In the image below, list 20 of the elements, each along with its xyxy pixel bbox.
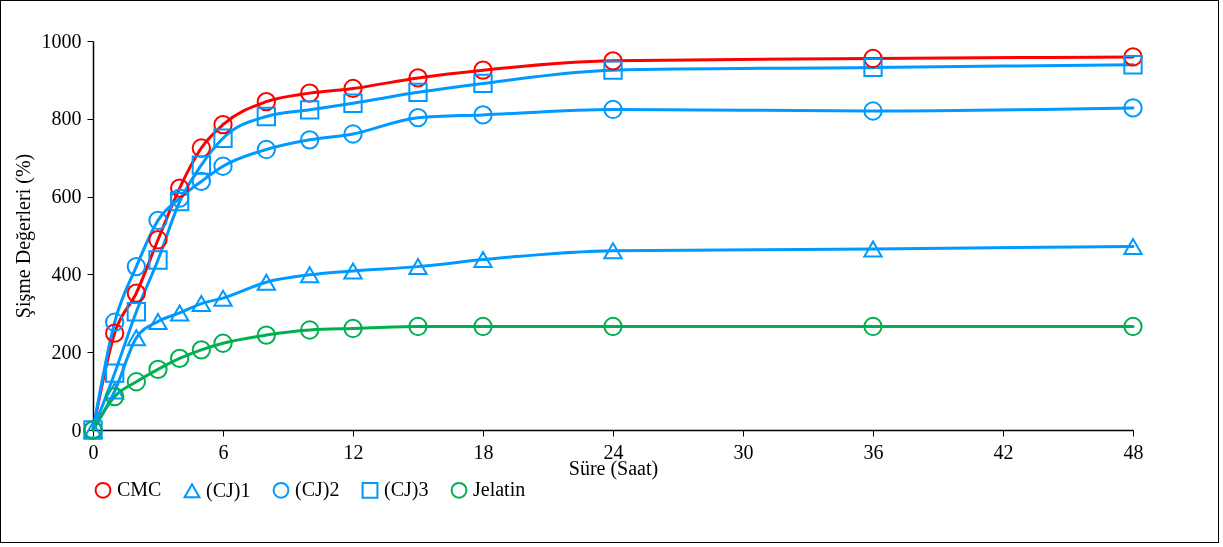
y-tick-label: 1000 bbox=[41, 29, 82, 52]
x-tick-label: 42 bbox=[993, 440, 1014, 463]
y-axis-title: Şişme Değerleri (%) bbox=[11, 153, 35, 319]
y-tick-label: 800 bbox=[51, 107, 82, 130]
legend-label: Jelatin bbox=[473, 478, 526, 501]
x-tick-label: 18 bbox=[473, 440, 494, 463]
legend-label: (CJ)3 bbox=[384, 478, 429, 502]
legend-label: (CJ)2 bbox=[295, 478, 340, 502]
legend-label: CMC bbox=[117, 478, 162, 501]
x-tick-label: 30 bbox=[733, 440, 754, 463]
x-tick-label: 36 bbox=[863, 440, 884, 463]
y-tick-label: 200 bbox=[51, 340, 82, 363]
legend-label: (CJ)1 bbox=[206, 478, 251, 502]
x-tick-label: 0 bbox=[88, 440, 99, 463]
x-tick-label: 12 bbox=[343, 440, 364, 463]
y-tick-label: 600 bbox=[51, 185, 82, 208]
y-tick-label: 400 bbox=[51, 262, 82, 285]
x-tick-label: 48 bbox=[1123, 440, 1144, 463]
y-tick-label: 0 bbox=[71, 418, 82, 441]
x-tick-label: 6 bbox=[218, 440, 229, 463]
